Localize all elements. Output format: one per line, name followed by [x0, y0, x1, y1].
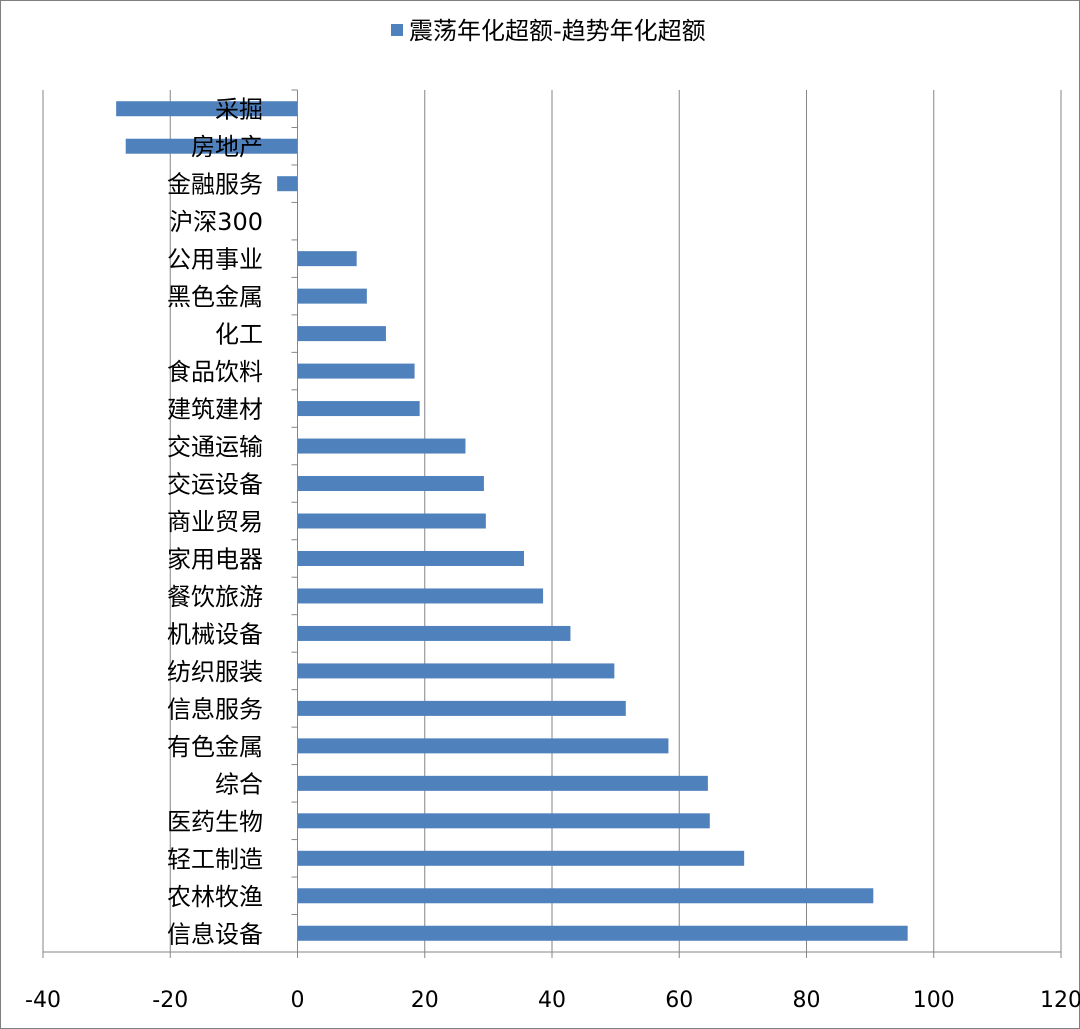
- bar: [297, 850, 745, 866]
- category-label: 交运设备: [167, 471, 263, 499]
- bar: [297, 738, 669, 754]
- bar: [297, 625, 571, 641]
- category-label: 化工: [215, 321, 263, 349]
- category-label: 轻工制造: [167, 845, 263, 873]
- category-label: 有色金属: [167, 733, 263, 761]
- category-label: 农林牧渔: [167, 883, 263, 911]
- bar: [297, 363, 415, 379]
- legend-swatch: [391, 24, 403, 36]
- x-tick-label: -40: [25, 988, 61, 1013]
- bars: [116, 101, 908, 941]
- legend-label: 震荡年化超额-趋势年化超额: [409, 17, 706, 45]
- category-label: 家用电器: [167, 545, 263, 573]
- category-label: 商业贸易: [167, 508, 263, 536]
- category-label: 医药生物: [167, 808, 263, 836]
- category-label: 食品饮料: [167, 358, 263, 386]
- bar: [297, 401, 420, 417]
- category-label: 纺织服装: [167, 658, 263, 686]
- x-tick-label: 100: [913, 988, 955, 1013]
- bar: [297, 476, 484, 492]
- category-label: 综合: [215, 770, 263, 798]
- bar: [297, 813, 710, 829]
- category-label: 沪深300: [169, 208, 263, 236]
- bar: [297, 288, 367, 304]
- category-label: 金融服务: [167, 171, 263, 199]
- category-label: 信息设备: [167, 920, 263, 948]
- x-axis-ticks: -40 -20 0 20 40 60 80 100 120: [25, 89, 1080, 1013]
- category-label: 公用事业: [167, 246, 263, 274]
- bar: [277, 176, 298, 192]
- bar: [297, 700, 626, 716]
- x-tick-label: 20: [411, 988, 439, 1013]
- bar: [297, 888, 874, 904]
- bar: [297, 663, 615, 679]
- bar: [297, 925, 908, 941]
- x-tick-label: 60: [665, 988, 693, 1013]
- bar: [297, 775, 708, 791]
- bar: [297, 326, 386, 342]
- legend: 震荡年化超额-趋势年化超额: [391, 17, 706, 45]
- x-tick-label: 0: [291, 988, 305, 1013]
- x-tick-label: 120: [1040, 988, 1080, 1013]
- bar: [297, 251, 357, 267]
- category-label: 建筑建材: [167, 396, 263, 424]
- bar: [297, 438, 466, 454]
- category-label: 黑色金属: [167, 283, 263, 311]
- x-tick-label: -20: [152, 988, 188, 1013]
- bar: [297, 550, 525, 566]
- bar: [116, 101, 298, 117]
- category-label: 房地产: [191, 133, 263, 161]
- x-tick-label: 40: [538, 988, 566, 1013]
- bar: [297, 588, 544, 604]
- bar: [125, 138, 298, 154]
- category-label: 餐饮旅游: [167, 583, 263, 611]
- category-label: 交通运输: [167, 433, 263, 461]
- x-tick-label: 80: [793, 988, 821, 1013]
- category-label: 信息服务: [167, 695, 263, 723]
- bar: [297, 513, 486, 529]
- category-label: 机械设备: [167, 620, 263, 648]
- category-label: 采掘: [215, 96, 263, 124]
